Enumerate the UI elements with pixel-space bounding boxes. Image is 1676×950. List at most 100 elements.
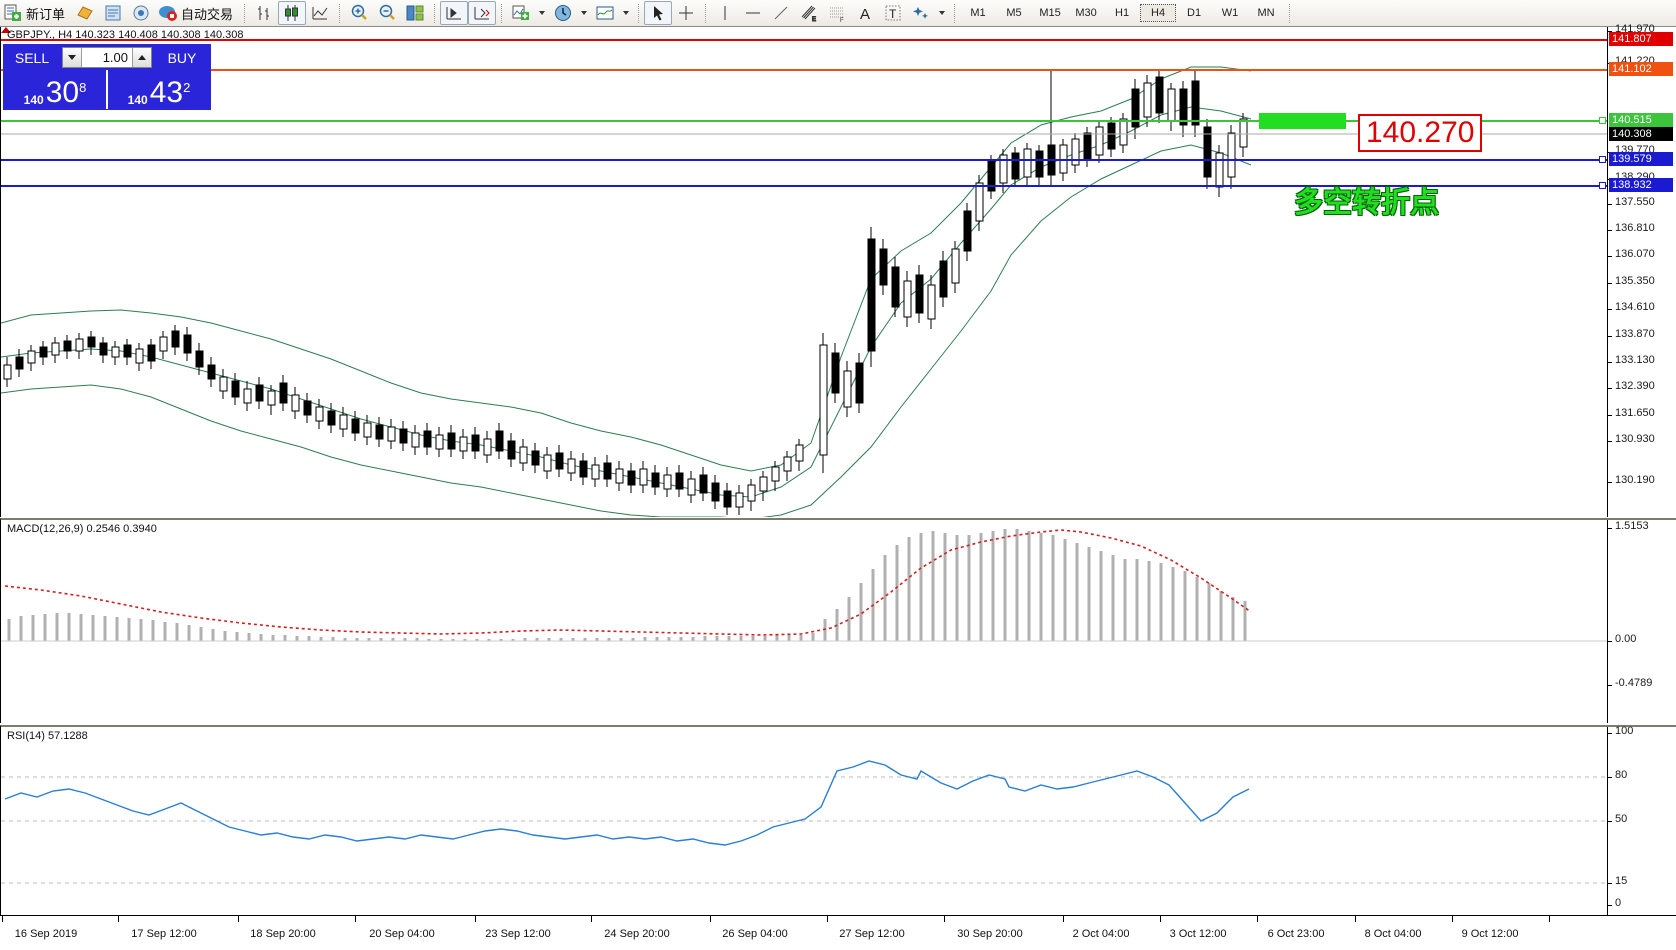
indicators-dropdown-arrow[interactable] xyxy=(539,11,546,15)
trendline-button[interactable] xyxy=(767,1,795,25)
price-pane[interactable]: GBPJPY., H4 140.323 140.408 140.308 140.… xyxy=(0,23,1676,517)
level-handle-support-2[interactable] xyxy=(1599,182,1606,189)
period-icon xyxy=(553,3,573,23)
time-label: 8 Oct 04:00 xyxy=(1364,928,1422,940)
crosshair-button[interactable] xyxy=(672,1,700,25)
rsi-axis[interactable]: 100 80 50 15 0 xyxy=(1608,725,1676,915)
auto-scroll-button[interactable] xyxy=(468,1,497,25)
text-button[interactable]: A xyxy=(851,1,879,25)
toolbar-separator xyxy=(244,3,246,23)
sell-button[interactable]: SELL xyxy=(14,49,50,66)
sell-price-prefix: 140 xyxy=(23,93,44,107)
time-label: 18 Sep 20:00 xyxy=(250,928,316,940)
one-click-trading-panel[interactable]: SELL 1.00 BUY 140 30 8 140 43 2 xyxy=(3,44,211,110)
rsi-pane[interactable]: RSI(14) 57.1288 100 80 50 15 0 xyxy=(0,725,1676,915)
main-toolbar: 新订单 xyxy=(0,0,1676,27)
svg-text:A: A xyxy=(860,6,870,23)
time-axis[interactable]: 16 Sep 2019 17 Sep 12:00 18 Sep 20:00 20… xyxy=(0,915,1676,950)
shapes-button[interactable] xyxy=(907,1,935,25)
period-button[interactable] xyxy=(549,1,577,25)
buy-button[interactable]: BUY xyxy=(167,49,197,66)
shapes-dropdown-arrow[interactable] xyxy=(939,11,946,15)
rsi-label: RSI(14) 57.1288 xyxy=(7,730,88,742)
level-line-resistance-2[interactable] xyxy=(1,69,1607,71)
new-order-button[interactable]: 新订单 xyxy=(0,1,71,25)
candle-chart-button[interactable] xyxy=(278,1,307,25)
autotrade-button[interactable]: 自动交易 xyxy=(155,1,239,25)
chart-collapse-triangle[interactable] xyxy=(1,27,11,33)
volume-decrease-button[interactable] xyxy=(63,48,82,67)
buy-price-main: 43 xyxy=(149,76,184,109)
price-label-support-2[interactable]: 138.932 xyxy=(1609,178,1673,192)
timeframe-m5[interactable]: M5 xyxy=(1006,7,1022,19)
volume-value[interactable]: 1.00 xyxy=(102,50,128,65)
svg-text:F: F xyxy=(840,18,844,23)
timeframe-m15[interactable]: M15 xyxy=(1039,7,1061,19)
horizontal-line-button[interactable] xyxy=(739,1,767,25)
zoom-in-button[interactable] xyxy=(345,1,373,25)
fibonacci-icon: F xyxy=(827,3,847,23)
data-window-icon xyxy=(103,3,123,23)
toolbar-separator xyxy=(954,3,956,23)
timeframe-d1[interactable]: D1 xyxy=(1187,7,1202,19)
zoom-out-button[interactable] xyxy=(373,1,401,25)
price-label-resistance-1[interactable]: 141.807 xyxy=(1609,32,1673,46)
autotrade-label: 自动交易 xyxy=(181,7,234,23)
indicators-button[interactable] xyxy=(507,1,535,25)
price-label-current[interactable]: 140.308 xyxy=(1609,127,1673,141)
toolbar-separator xyxy=(434,3,436,23)
sell-price-main: 30 xyxy=(45,76,80,109)
price-label-target-green[interactable]: 140.515 xyxy=(1609,113,1673,127)
volume-stepper[interactable]: 1.00 xyxy=(62,47,152,68)
level-line-target-green[interactable] xyxy=(1,120,1607,122)
timeframe-m1[interactable]: M1 xyxy=(970,7,986,19)
time-axis-extended: 10 Oct 20:00 xyxy=(0,915,1676,950)
macd-axis-line xyxy=(1607,520,1608,723)
cursor-button[interactable] xyxy=(644,1,673,25)
shift-end-button[interactable] xyxy=(440,1,469,25)
chart-area[interactable]: GBPJPY., H4 140.323 140.408 140.308 140.… xyxy=(0,23,1676,950)
data-window-button[interactable] xyxy=(99,1,127,25)
tile-windows-button[interactable] xyxy=(401,1,429,25)
highlight-rectangle[interactable] xyxy=(1259,113,1346,129)
rsi-plot xyxy=(1,760,1607,884)
timeframe-h1[interactable]: H1 xyxy=(1115,7,1130,19)
timeframe-h4[interactable]: H4 xyxy=(1140,4,1177,22)
templates-dropdown-arrow[interactable] xyxy=(623,11,630,15)
fibonacci-button[interactable]: F xyxy=(823,1,851,25)
level-line-resistance-1[interactable] xyxy=(1,39,1607,41)
market-watch-button[interactable] xyxy=(71,1,99,25)
macd-axis[interactable]: 1.5153 0.00 -0.4789 xyxy=(1608,520,1676,723)
macd-pane[interactable]: MACD(12,26,9) 0.2546 0.3940 1.5153 0.00 … xyxy=(0,518,1676,723)
timeframe-mn[interactable]: MN xyxy=(1257,7,1275,19)
price-axis[interactable]: 141.970 141.220 139.770 138.290 137.550 … xyxy=(1608,23,1676,517)
line-chart-button[interactable] xyxy=(306,1,334,25)
price-label-support-1[interactable]: 139.579 xyxy=(1609,152,1673,166)
bar-chart-icon xyxy=(254,3,274,23)
timeframe-m30[interactable]: M30 xyxy=(1075,7,1097,19)
chinese-note-annotation[interactable]: 多空转折点 xyxy=(1294,185,1440,219)
buy-price[interactable]: 140 43 2 xyxy=(106,70,210,109)
navigator-button[interactable] xyxy=(127,1,155,25)
text-label-button[interactable]: T xyxy=(879,1,907,25)
vertical-line-button[interactable] xyxy=(711,1,739,25)
level-line-support-1[interactable] xyxy=(1,159,1607,161)
price-label-resistance-2[interactable]: 141.102 xyxy=(1609,62,1673,76)
equidistant-channel-button[interactable]: E xyxy=(795,1,823,25)
sell-price[interactable]: 140 30 8 xyxy=(4,70,106,109)
time-label: 26 Sep 04:00 xyxy=(722,928,788,940)
period-dropdown-arrow[interactable] xyxy=(581,11,588,15)
trendline-icon xyxy=(771,3,791,23)
timeframe-w1[interactable]: W1 xyxy=(1221,7,1239,19)
level-handle-green[interactable] xyxy=(1599,117,1606,124)
trade-panel-quotes: 140 30 8 140 43 2 xyxy=(4,70,210,109)
level-line-support-2[interactable] xyxy=(1,185,1607,187)
templates-button[interactable] xyxy=(591,1,619,25)
volume-increase-button[interactable] xyxy=(132,48,151,67)
bar-chart-button[interactable] xyxy=(250,1,278,25)
price-callout-annotation[interactable]: 140.270 xyxy=(1358,114,1483,152)
svg-text:T: T xyxy=(889,7,897,21)
line-chart-icon xyxy=(310,3,330,23)
level-handle-support-1[interactable] xyxy=(1599,156,1606,163)
time-label: 20 Sep 04:00 xyxy=(369,928,435,940)
